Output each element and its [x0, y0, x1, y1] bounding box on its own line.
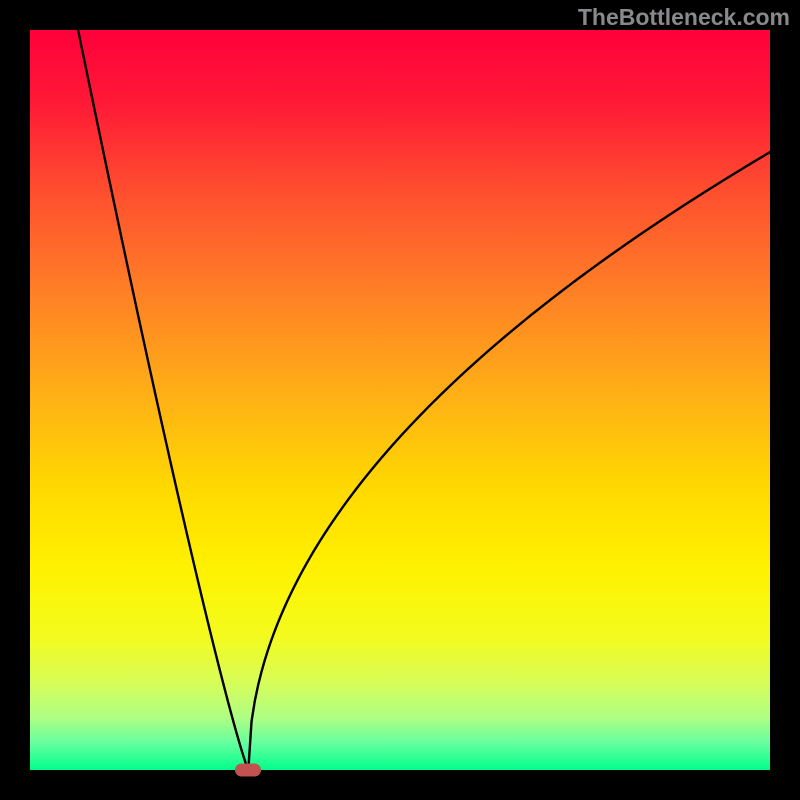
curve-path [78, 30, 770, 770]
bottleneck-curve [30, 30, 770, 770]
chart-container: TheBottleneck.com [0, 0, 800, 800]
plot-area [30, 30, 770, 770]
watermark-text: TheBottleneck.com [578, 4, 790, 31]
optimal-point-marker [235, 764, 261, 777]
